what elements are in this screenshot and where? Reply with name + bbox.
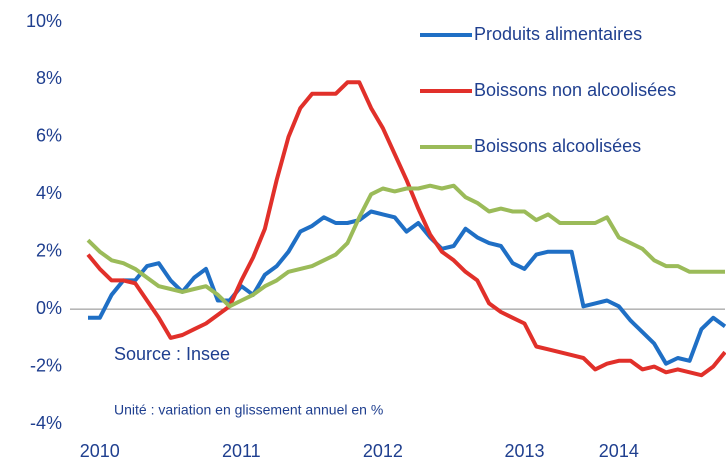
y-tick-label: 6%: [36, 126, 62, 146]
y-tick-label: 4%: [36, 183, 62, 203]
legend-label: Produits alimentaires: [474, 24, 642, 44]
x-tick-label: 2013: [504, 441, 544, 461]
series-line: [86, 80, 726, 378]
series-line: [86, 183, 725, 309]
x-tick-label: 2012: [363, 441, 403, 461]
y-tick-label: -4%: [30, 413, 62, 433]
annotation: Source : Insee: [114, 344, 230, 364]
y-tick-label: 8%: [36, 68, 62, 88]
y-tick-label: 10%: [26, 11, 62, 31]
y-tick-label: 0%: [36, 298, 62, 318]
legend-label: Boissons non alcoolisées: [474, 80, 676, 100]
x-tick-label: 2014: [599, 441, 639, 461]
series-line: [88, 209, 726, 366]
x-tick-label: 2010: [80, 441, 120, 461]
y-tick-label: -2%: [30, 355, 62, 375]
y-tick-label: 2%: [36, 240, 62, 260]
legend-label: Boissons alcoolisées: [474, 136, 641, 156]
x-tick-label: 2011: [222, 441, 261, 461]
annotation: Unité : variation en glissement annuel e…: [114, 402, 383, 418]
